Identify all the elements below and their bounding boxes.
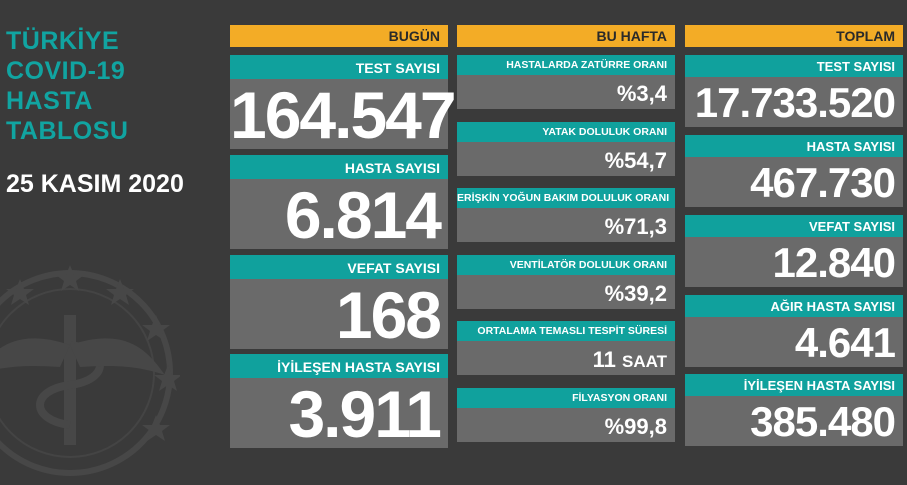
total-column: TOPLAM TEST SAYISI 17.733.520 HASTA SAYI… [685, 25, 903, 446]
today-card-recovered: İYİLEŞEN HASTA SAYISI 3.911 [230, 354, 448, 450]
total-card-deaths: VEFAT SAYISI 12.840 [685, 215, 903, 287]
card-label: VEFAT SAYISI [230, 255, 448, 279]
card-label: AĞIR HASTA SAYISI [685, 295, 903, 317]
today-column: BUGÜN TEST SAYISI 164.547 HASTA SAYISI 6… [230, 25, 457, 450]
title-line: TABLOSU [6, 117, 129, 145]
card-label: VEFAT SAYISI [685, 215, 903, 237]
title-line: HASTA [6, 87, 93, 115]
week-card-filiation: FİLYASYON ORANI %99,8 [457, 388, 675, 442]
card-label: VENTİLATÖR DOLULUK ORANI [457, 255, 675, 275]
card-value: 11 SAAT [457, 341, 675, 375]
contact-time-value: 11 [592, 347, 616, 372]
card-label: HASTA SAYISI [685, 135, 903, 157]
card-label: TEST SAYISI [230, 55, 448, 79]
card-value: 4.641 [685, 317, 903, 367]
card-value: 17.733.520 [685, 77, 903, 127]
card-value: %39,2 [457, 275, 675, 309]
week-heading: BU HAFTA [457, 25, 675, 47]
week-card-contact-time: ORTALAMA TEMASLI TESPİT SÜRESİ 11 SAAT [457, 321, 675, 375]
card-label: İYİLEŞEN HASTA SAYISI [685, 374, 903, 396]
card-label: ERİŞKİN YOĞUN BAKIM DOLULUK ORANI [457, 188, 675, 208]
card-label: FİLYASYON ORANI [457, 388, 675, 408]
card-value: %99,8 [457, 408, 675, 442]
card-value: 385.480 [685, 396, 903, 446]
report-date: 25 KASIM 2020 [6, 170, 184, 198]
contact-time-unit: SAAT [621, 352, 667, 371]
card-value: %54,7 [457, 142, 675, 176]
card-value: %71,3 [457, 208, 675, 242]
week-column: BU HAFTA HASTALARDA ZATÜRRE ORANI %3,4 Y… [457, 25, 675, 442]
card-value: 6.814 [230, 179, 448, 251]
card-value: 164.547 [230, 78, 457, 152]
today-card-cases: HASTA SAYISI 6.814 [230, 155, 448, 251]
week-card-pneumonia: HASTALARDA ZATÜRRE ORANI %3,4 [457, 55, 675, 109]
card-label: HASTA SAYISI [230, 155, 448, 179]
title-line: COVID-19 [6, 57, 126, 85]
week-card-icu-occupancy: ERİŞKİN YOĞUN BAKIM DOLULUK ORANI %71,3 [457, 188, 675, 242]
card-label: İYİLEŞEN HASTA SAYISI [230, 354, 448, 378]
card-value: 467.730 [685, 157, 903, 207]
card-label: HASTALARDA ZATÜRRE ORANI [457, 55, 675, 75]
total-card-cases: HASTA SAYISI 467.730 [685, 135, 903, 207]
today-card-tests: TEST SAYISI 164.547 [230, 55, 457, 152]
total-card-tests: TEST SAYISI 17.733.520 [685, 55, 903, 127]
card-value: 168 [230, 279, 448, 351]
week-card-ventilator: VENTİLATÖR DOLULUK ORANI %39,2 [457, 255, 675, 309]
today-heading: BUGÜN [230, 25, 448, 47]
total-heading: TOPLAM [685, 25, 903, 47]
card-label: YATAK DOLULUK ORANI [457, 122, 675, 142]
card-label: TEST SAYISI [685, 55, 903, 77]
card-value: 3.911 [230, 378, 448, 450]
card-label: ORTALAMA TEMASLI TESPİT SÜRESİ [457, 321, 675, 341]
total-card-severe: AĞIR HASTA SAYISI 4.641 [685, 295, 903, 367]
today-card-deaths: VEFAT SAYISI 168 [230, 255, 448, 351]
page-title: TÜRKİYE COVID-19 HASTA TABLOSU [6, 26, 128, 146]
total-card-recovered: İYİLEŞEN HASTA SAYISI 385.480 [685, 374, 903, 446]
title-line: TÜRKİYE [6, 27, 120, 55]
card-value: 12.840 [685, 237, 903, 287]
week-card-bed-occupancy: YATAK DOLULUK ORANI %54,7 [457, 122, 675, 176]
health-ministry-emblem-icon [0, 265, 180, 476]
card-value: %3,4 [457, 75, 675, 109]
